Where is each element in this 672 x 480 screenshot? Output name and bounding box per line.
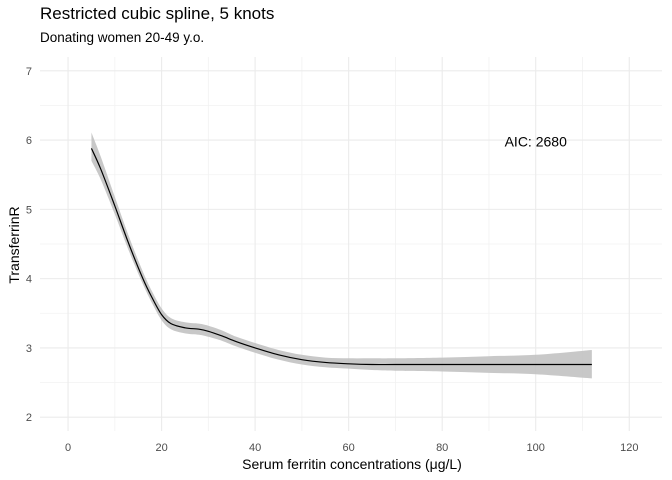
y-tick-label: 3	[26, 343, 32, 355]
y-tick-label: 7	[26, 66, 32, 78]
spline-line	[90, 148, 592, 366]
chart-title: Restricted cubic spline, 5 knots	[40, 4, 275, 23]
x-tick-label: 100	[527, 442, 545, 454]
x-tick-label: 80	[436, 442, 448, 454]
x-tick-label: 120	[620, 442, 638, 454]
y-tick-label: 6	[26, 135, 32, 147]
x-tick-label: 40	[249, 442, 261, 454]
y-tick-label: 4	[26, 274, 32, 286]
confidence-band-layer	[91, 132, 592, 379]
x-axis-title: Serum ferritin concentrations (μg/L)	[242, 456, 462, 472]
tick-labels: 0 20 40 60 80 100 120 2 3 4 5 6 7	[26, 66, 639, 454]
confidence-band	[91, 132, 592, 379]
chart-subtitle: Donating women 20-49 y.o.	[40, 30, 205, 45]
aic-annotation: AIC: 2680	[505, 133, 567, 149]
y-tick-label: 5	[26, 204, 32, 216]
x-tick-label: 0	[65, 442, 71, 454]
minor-gridlines	[40, 57, 662, 431]
x-tick-label: 20	[155, 442, 167, 454]
major-gridlines	[40, 57, 662, 431]
y-tick-label: 2	[26, 412, 32, 424]
x-tick-label: 60	[343, 442, 355, 454]
spline-line-layer	[90, 148, 592, 366]
y-axis-title: TransferrinR	[6, 206, 22, 283]
